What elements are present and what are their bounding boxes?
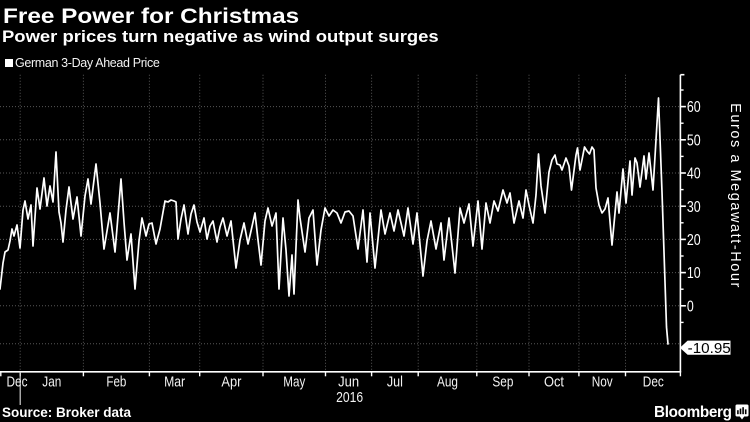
svg-text:50: 50 <box>687 132 701 149</box>
svg-text:Nov: Nov <box>592 374 613 391</box>
svg-text:Jan: Jan <box>42 374 61 391</box>
svg-text:Apr: Apr <box>221 374 241 391</box>
svg-text:Euros a Megawatt-Hour: Euros a Megawatt-Hour <box>727 103 743 289</box>
svg-text:60: 60 <box>687 99 701 116</box>
svg-text:-10.95: -10.95 <box>688 340 731 357</box>
svg-text:Jun: Jun <box>338 374 359 391</box>
svg-text:Dec: Dec <box>643 374 664 391</box>
svg-text:10: 10 <box>687 265 701 282</box>
svg-text:May: May <box>283 374 305 391</box>
svg-text:2016: 2016 <box>336 389 363 406</box>
svg-text:Feb: Feb <box>106 374 126 391</box>
svg-text:Sep: Sep <box>492 374 513 391</box>
svg-text:0: 0 <box>687 298 694 315</box>
svg-text:40: 40 <box>687 166 701 183</box>
svg-text:Mar: Mar <box>164 374 185 391</box>
svg-text:Dec: Dec <box>7 374 28 391</box>
svg-text:Aug: Aug <box>437 374 458 391</box>
svg-text:Oct: Oct <box>544 374 565 391</box>
svg-text:Jul: Jul <box>387 374 403 391</box>
svg-text:30: 30 <box>687 199 701 216</box>
svg-text:20: 20 <box>687 232 701 249</box>
